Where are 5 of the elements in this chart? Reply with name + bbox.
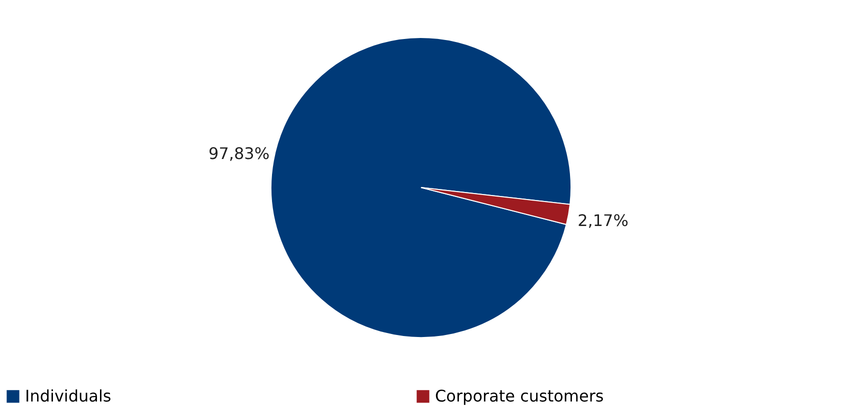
pie-slice	[270, 37, 572, 338]
data-label: 97,83%	[208, 144, 270, 164]
data-label: 2,17%	[578, 210, 628, 230]
legend-label: Corporate customers	[435, 386, 604, 406]
legend-label: Individuals	[25, 386, 112, 406]
